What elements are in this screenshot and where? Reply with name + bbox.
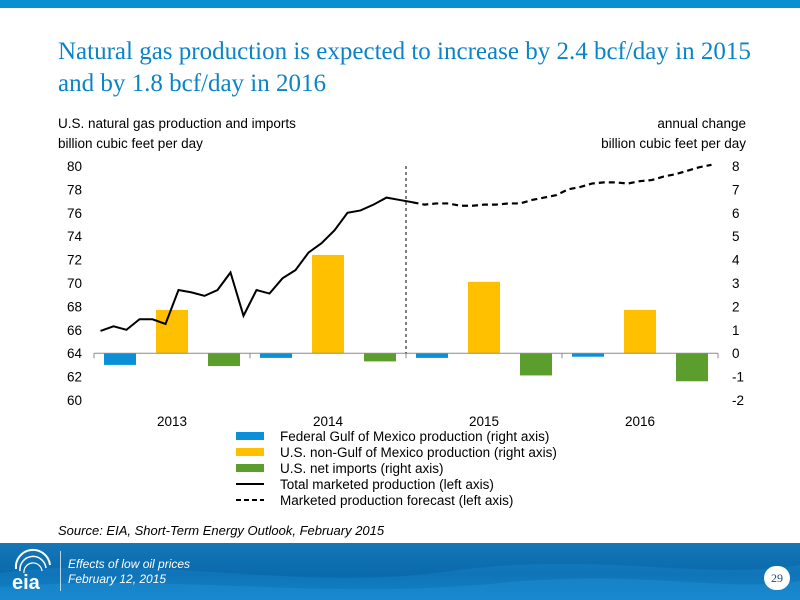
left-axis-tick-label: 68 [67,299,82,314]
logo-text: eia [12,572,41,594]
legend-label: U.S. net imports (right axis) [280,461,444,476]
bar-federal-gom-2016 [572,353,604,357]
legend-swatch-2 [236,464,264,472]
legend-swatch-1 [236,448,264,456]
left-axis-tick-label: 80 [67,159,82,174]
category-label: 2014 [313,414,344,429]
right-axis-tick-label: 7 [732,182,740,197]
category-label: 2015 [469,414,499,429]
footer-presentation-title: Effects of low oil prices [68,557,191,571]
left-axis-tick-label: 76 [67,206,82,221]
legend-label: Total marketed production (left axis) [280,477,494,492]
bar-federal-gom-2013 [104,353,136,365]
footer-divider [60,551,61,591]
eia-logo: eia [6,547,58,597]
right-axis-tick-label: -1 [732,370,744,385]
total-marketed-production-line [100,196,413,332]
right-axis-caption-line2: billion cubic feet per day [601,136,746,151]
legend-swatch-0 [236,432,264,440]
left-axis-tick-label: 66 [67,323,82,338]
footer-text: Effects of low oil prices February 12, 2… [68,557,190,587]
bar-net-imports-2015 [520,353,552,376]
source-note: Source: EIA, Short-Term Energy Outlook, … [58,523,385,538]
left-axis-caption-line2: billion cubic feet per day [58,136,203,151]
bar-net-imports-2014 [364,353,396,362]
bar-net-imports-2016 [676,353,708,382]
footer-bar: eia Effects of low oil prices February 1… [0,543,800,600]
right-axis-tick-label: 4 [732,253,740,268]
marketed-production-forecast-line [412,163,712,207]
right-axis-tick-label: 5 [732,229,740,244]
footer-date: February 12, 2015 [68,572,167,586]
page-number: 29 [764,566,790,590]
bar-non-gom-2013 [156,309,188,354]
bar-net-imports-2013 [208,353,240,367]
legend-label: Federal Gulf of Mexico production (right… [280,429,549,444]
left-axis-tick-label: 78 [67,182,82,197]
left-axis-tick-label: 74 [67,229,83,244]
right-axis-tick-label: 6 [732,206,740,221]
bar-federal-gom-2015 [416,353,448,358]
right-axis-tick-label: 0 [732,346,740,361]
left-axis-caption-line1: U.S. natural gas production and imports [58,116,296,131]
right-axis-tick-label: -2 [732,393,744,408]
bar-non-gom-2015 [468,281,500,354]
top-accent-bar [0,0,800,8]
bar-federal-gom-2014 [260,353,292,358]
legend-label: Marketed production forecast (left axis) [280,493,513,508]
footer-wave-decoration [0,563,800,600]
left-axis-tick-label: 64 [67,346,83,361]
category-label: 2013 [157,414,187,429]
category-label: 2016 [625,414,655,429]
right-axis-caption: annual change billion cubic feet per day [601,114,746,154]
page-title: Natural gas production is expected to in… [58,38,751,97]
right-axis-tick-label: 1 [732,323,740,338]
left-axis-tick-label: 62 [67,370,82,385]
right-axis-tick-label: 2 [732,299,740,314]
right-axis-caption-line1: annual change [657,116,746,131]
left-axis-caption: U.S. natural gas production and imports … [58,114,296,154]
right-axis-tick-label: 8 [732,159,740,174]
left-axis-tick-label: 60 [67,393,82,408]
left-axis-tick-label: 72 [67,253,82,268]
bar-non-gom-2014 [312,254,344,354]
left-axis-tick-label: 70 [67,276,82,291]
bar-non-gom-2016 [624,309,656,354]
right-axis-tick-label: 3 [732,276,740,291]
legend-label: U.S. non-Gulf of Mexico production (righ… [280,445,557,460]
